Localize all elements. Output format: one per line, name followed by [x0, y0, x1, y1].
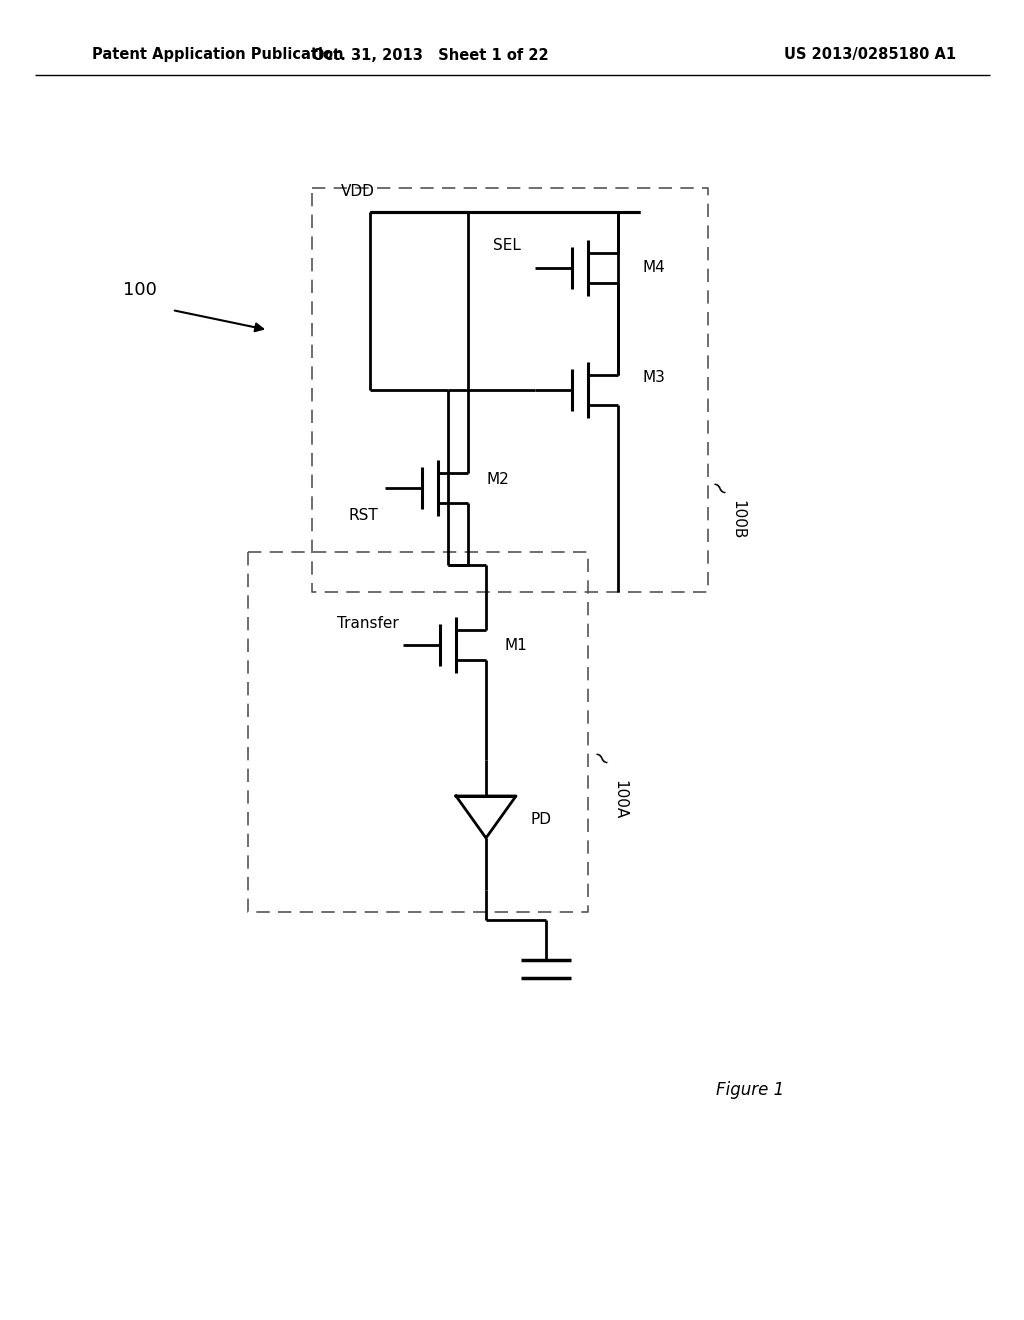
Text: PD: PD	[531, 813, 552, 828]
Text: VDD: VDD	[341, 185, 375, 199]
Text: US 2013/0285180 A1: US 2013/0285180 A1	[784, 48, 956, 62]
Text: ~: ~	[705, 477, 732, 504]
Text: Figure 1: Figure 1	[716, 1081, 784, 1100]
Text: SEL: SEL	[494, 239, 521, 253]
Text: M1: M1	[504, 638, 526, 652]
Text: RST: RST	[348, 508, 378, 524]
Text: 100B: 100B	[730, 500, 745, 540]
Text: M3: M3	[643, 371, 666, 385]
Text: 100: 100	[123, 281, 157, 300]
Text: Oct. 31, 2013   Sheet 1 of 22: Oct. 31, 2013 Sheet 1 of 22	[311, 48, 548, 62]
Text: M2: M2	[486, 473, 509, 487]
Text: Patent Application Publication: Patent Application Publication	[92, 48, 343, 62]
Text: Transfer: Transfer	[337, 615, 399, 631]
Text: 100A: 100A	[612, 780, 628, 820]
Text: M4: M4	[643, 260, 666, 276]
Text: ~: ~	[587, 746, 613, 774]
